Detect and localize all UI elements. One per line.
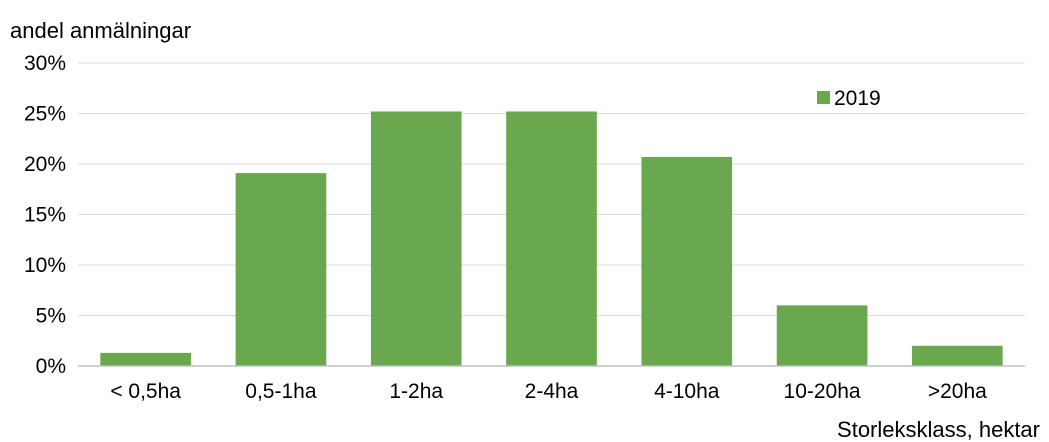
y-tick-label: 25%: [24, 103, 66, 126]
bar: [235, 173, 327, 366]
x-tick-label: >20ha: [928, 380, 987, 403]
bar: [776, 305, 868, 366]
x-tick-label: < 0,5ha: [110, 380, 181, 403]
bars: [100, 111, 1003, 366]
x-tick-label: 1-2ha: [389, 380, 443, 403]
x-tick-label: 2-4ha: [525, 380, 579, 403]
bar: [100, 352, 191, 366]
bar: [912, 345, 1003, 366]
legend-swatch: [817, 91, 830, 104]
x-tick-label: 10-20ha: [784, 380, 861, 403]
bar: [370, 111, 462, 366]
y-tick-label: 30%: [24, 52, 66, 75]
y-tick-label: 20%: [24, 153, 66, 176]
bar: [506, 111, 597, 366]
y-axis-title: andel anmälningar: [10, 18, 191, 43]
legend: 2019: [817, 87, 881, 110]
x-axis-ticks: < 0,5ha 0,5-1ha 1-2ha 2-4ha 4-10ha 10-20ha >20…: [110, 380, 987, 403]
legend-label: 2019: [834, 87, 881, 110]
x-axis-title: Storleksklass, hektar: [837, 417, 1040, 442]
y-axis-ticks: 0% 5% 10% 15% 20% 25% 30%: [24, 52, 66, 378]
y-tick-label: 0%: [36, 355, 66, 378]
y-tick-label: 5%: [36, 305, 66, 328]
y-tick-label: 15%: [24, 204, 66, 227]
y-tick-label: 10%: [24, 254, 66, 277]
x-tick-label: 0,5-1ha: [245, 380, 317, 403]
x-tick-label: 4-10ha: [654, 380, 720, 403]
bar: [641, 156, 733, 366]
